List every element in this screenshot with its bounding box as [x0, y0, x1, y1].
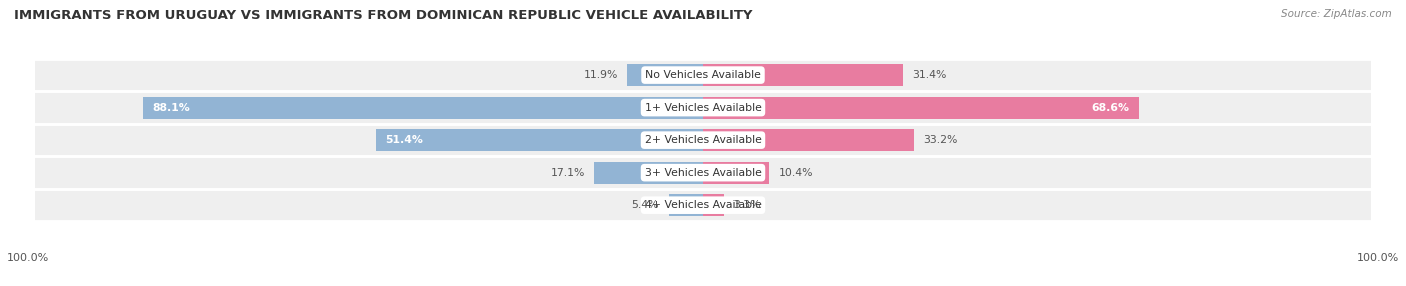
Bar — [35, 189, 1371, 221]
Text: 10.4%: 10.4% — [779, 168, 813, 178]
Bar — [375, 129, 703, 151]
Text: 4+ Vehicles Available: 4+ Vehicles Available — [644, 200, 762, 210]
Text: 1+ Vehicles Available: 1+ Vehicles Available — [644, 103, 762, 113]
Bar — [703, 162, 769, 184]
Bar — [35, 124, 1371, 156]
Bar — [703, 97, 1139, 119]
Bar — [703, 64, 903, 86]
Bar — [35, 91, 1371, 124]
Bar — [35, 59, 1371, 91]
Text: 3.3%: 3.3% — [734, 200, 761, 210]
Text: 17.1%: 17.1% — [550, 168, 585, 178]
Text: No Vehicles Available: No Vehicles Available — [645, 70, 761, 80]
Text: IMMIGRANTS FROM URUGUAY VS IMMIGRANTS FROM DOMINICAN REPUBLIC VEHICLE AVAILABILI: IMMIGRANTS FROM URUGUAY VS IMMIGRANTS FR… — [14, 9, 752, 21]
Bar — [595, 162, 703, 184]
Text: 31.4%: 31.4% — [912, 70, 946, 80]
Bar — [142, 97, 703, 119]
Text: 5.4%: 5.4% — [631, 200, 659, 210]
Text: 3+ Vehicles Available: 3+ Vehicles Available — [644, 168, 762, 178]
Text: 33.2%: 33.2% — [924, 135, 957, 145]
Bar — [669, 194, 703, 216]
Text: 88.1%: 88.1% — [152, 103, 190, 113]
Bar — [703, 129, 914, 151]
Text: 51.4%: 51.4% — [385, 135, 423, 145]
Text: 68.6%: 68.6% — [1092, 103, 1130, 113]
Bar — [35, 156, 1371, 189]
Text: 100.0%: 100.0% — [7, 253, 49, 263]
Text: Source: ZipAtlas.com: Source: ZipAtlas.com — [1281, 9, 1392, 19]
Text: 2+ Vehicles Available: 2+ Vehicles Available — [644, 135, 762, 145]
Bar — [703, 194, 724, 216]
Text: 100.0%: 100.0% — [1357, 253, 1399, 263]
Bar — [627, 64, 703, 86]
Text: 11.9%: 11.9% — [583, 70, 617, 80]
